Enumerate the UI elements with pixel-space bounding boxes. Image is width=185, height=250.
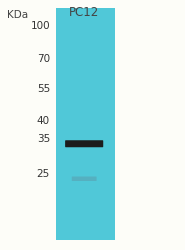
Text: 25: 25 — [37, 169, 50, 179]
Text: 40: 40 — [37, 116, 50, 126]
FancyBboxPatch shape — [72, 176, 97, 181]
Text: KDa: KDa — [7, 10, 28, 20]
FancyBboxPatch shape — [65, 140, 103, 147]
Text: PC12: PC12 — [69, 6, 99, 19]
Bar — [56, 8, 115, 240]
Text: 100: 100 — [30, 21, 50, 31]
Text: 35: 35 — [37, 134, 50, 144]
Text: 55: 55 — [37, 84, 50, 94]
Text: 70: 70 — [37, 54, 50, 64]
